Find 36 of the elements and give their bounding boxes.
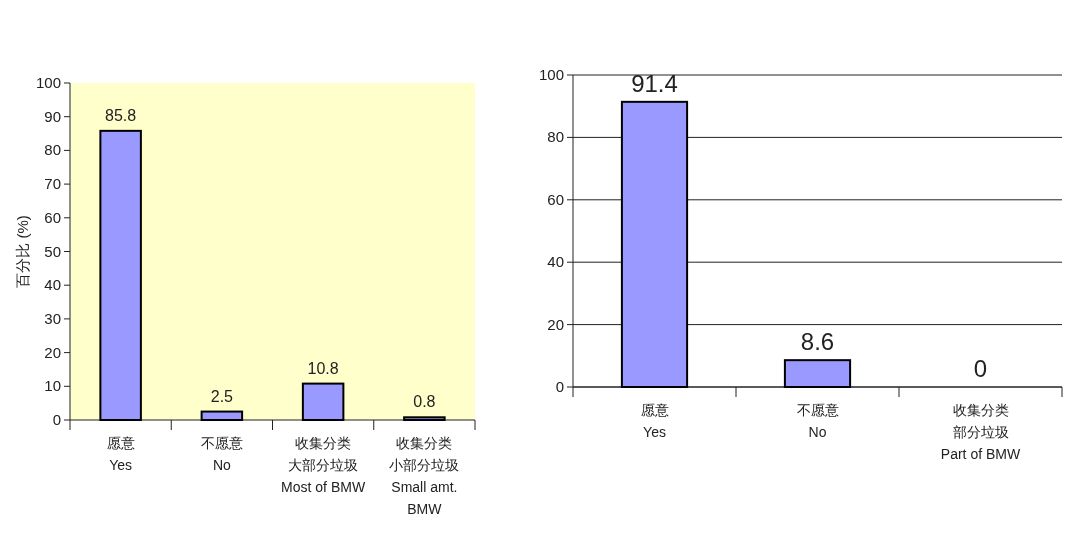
y-tick-label: 100	[538, 66, 564, 83]
bar	[99, 129, 142, 421]
y-axis-title: 百分比 (%)	[14, 215, 31, 288]
data-label: 10.8	[307, 359, 339, 377]
bar	[403, 416, 446, 421]
y-tick-label: 90	[44, 107, 61, 125]
y-tick-label: 80	[547, 128, 564, 146]
y-tick-label: 80	[44, 141, 61, 159]
y-tick-label: 20	[547, 315, 564, 333]
bar	[200, 410, 244, 421]
y-tick-label: 40	[44, 276, 61, 294]
x-tick-label: 不愿意 No	[200, 435, 243, 473]
y-tick-label: 10	[44, 377, 61, 395]
data-label: 0	[973, 355, 988, 382]
x-tick-label: 愿意 Yes	[106, 435, 135, 473]
y-tick-label: 30	[44, 309, 61, 327]
y-tick-label: 40	[547, 253, 564, 271]
data-label: 2.5	[210, 387, 234, 405]
x-tick-label: 不愿意 No	[796, 402, 839, 440]
y-tick-label: 60	[44, 208, 61, 226]
data-label: 8.6	[800, 328, 835, 356]
y-tick-label: 50	[44, 242, 61, 260]
data-label: 85.8	[105, 106, 137, 124]
y-tick-label: 0	[555, 378, 564, 395]
y-tick-label: 100	[35, 74, 61, 91]
data-label: 0.8	[413, 393, 436, 411]
x-tick-label: 收集分类大部分垃圾 Most of BMW	[281, 435, 366, 495]
y-tick-label: 0	[52, 411, 61, 428]
y-tick-label: 70	[44, 175, 61, 193]
x-tick-label: 收集分类小部分垃圾 Small amt. BMW	[389, 435, 460, 517]
data-label: 91.4	[631, 69, 678, 97]
y-tick-label: 20	[44, 343, 61, 361]
x-tick-label: 收集分类部分垃圾 Part of BMW	[940, 402, 1021, 462]
y-tick-label: 60	[547, 190, 564, 208]
bar	[301, 382, 345, 421]
x-tick-label: 愿意 Yes	[640, 402, 669, 440]
